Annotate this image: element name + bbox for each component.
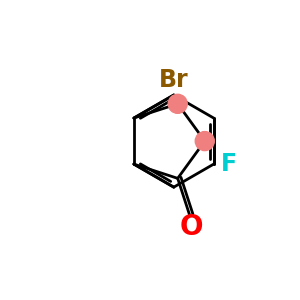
Text: Br: Br (159, 68, 189, 92)
Circle shape (168, 94, 187, 113)
Text: F: F (221, 152, 237, 176)
Text: O: O (179, 213, 203, 241)
Circle shape (195, 132, 214, 151)
